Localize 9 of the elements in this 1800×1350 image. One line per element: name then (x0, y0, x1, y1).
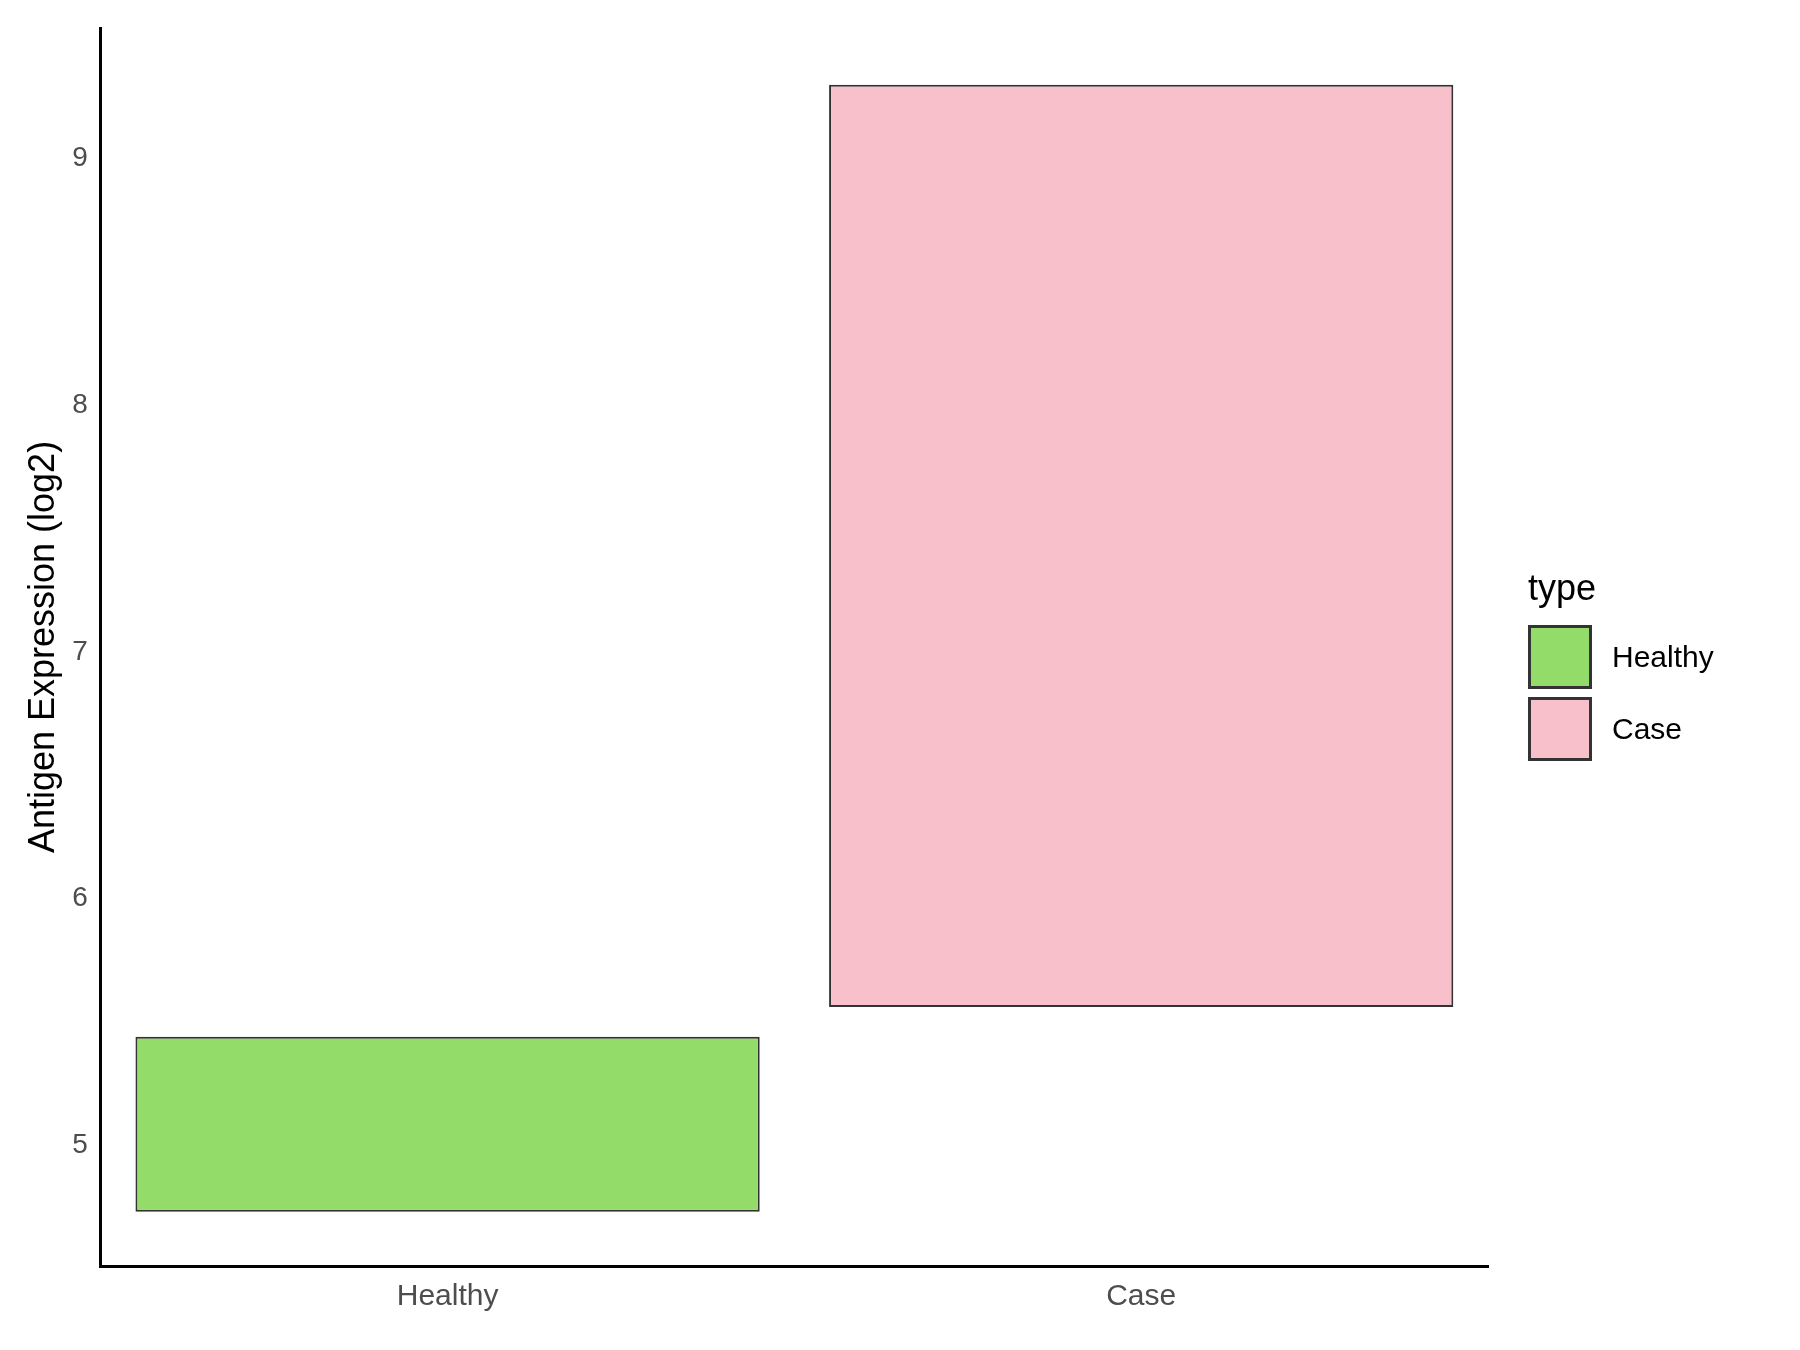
category-label: Healthy (1612, 640, 1714, 673)
y-axis-title: Antigen Expression (log2) (20, 440, 62, 854)
legend-title: type (1528, 567, 1598, 609)
y-tick-label: 6 (72, 881, 88, 913)
y-tick-label: 7 (72, 634, 88, 666)
category-label: Case (1612, 712, 1683, 745)
y-tick-label: 9 (72, 141, 88, 173)
y-tick-label: 5 (72, 1127, 88, 1159)
y-tick-label: 8 (72, 388, 88, 420)
